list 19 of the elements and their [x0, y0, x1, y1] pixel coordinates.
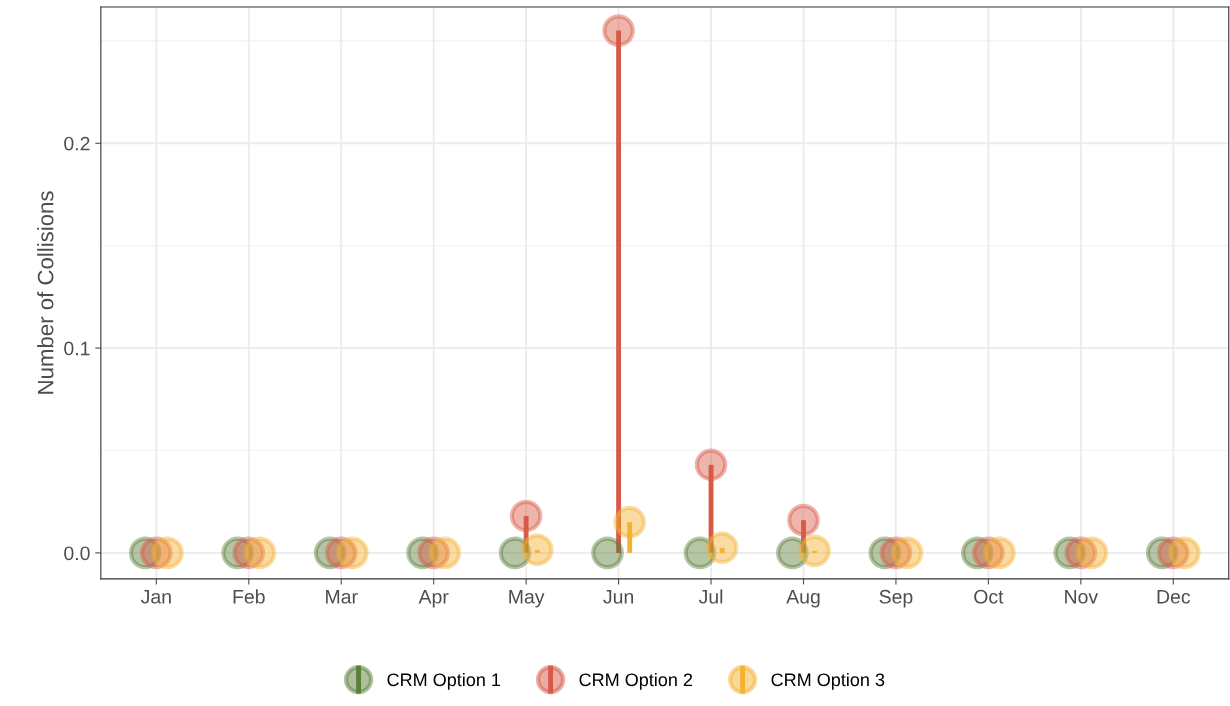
x-tick-label: Sep [879, 589, 913, 608]
x-tick-label: Dec [1157, 590, 1191, 604]
legend-label: CRM Option 2 [579, 672, 693, 690]
x-tick-label: Apr [418, 590, 449, 608]
x-tick-label: Nov [1065, 590, 1099, 604]
x-tick-label: Oct [974, 589, 1004, 604]
legend-label: CRM Option 1 [387, 672, 501, 690]
y-tick-label: 0.1 [64, 341, 90, 356]
y-tick-label: 0.0 [64, 546, 90, 561]
y-tick-label: 0.2 [64, 136, 90, 151]
x-tick-label: Jan [140, 590, 171, 604]
x-tick-label: Mar [326, 590, 358, 604]
x-tick-label: Jul [698, 589, 723, 604]
x-tick-label: Feb [233, 589, 265, 604]
y-axis-title: Number of Collisions [37, 191, 54, 394]
x-tick-label: May [509, 590, 545, 608]
x-tick-label: Jun [603, 590, 633, 604]
legend-label: CRM Option 3 [771, 672, 885, 690]
x-tick-label: Aug [786, 590, 820, 608]
